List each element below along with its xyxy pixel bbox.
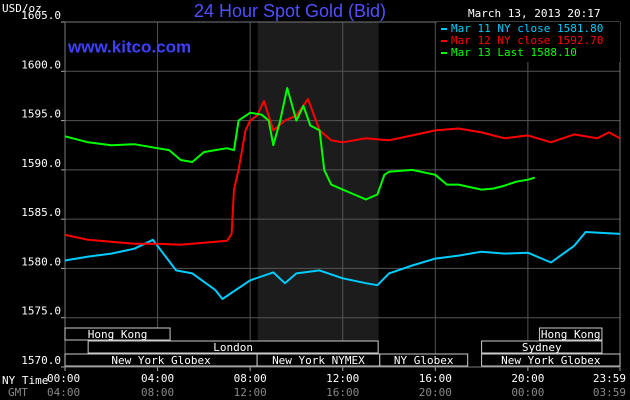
gmt-tick-label: 16:00 [326,386,359,399]
series-line [64,87,536,201]
y-tick-label: 1580.0 [21,255,61,268]
y-tick-label: 1575.0 [21,305,61,318]
grid-layer [61,21,621,371]
x-tick-label: 08:00 [234,372,267,385]
legend-label: Mar 12 NY close 1592.70 [451,34,603,47]
x-tick-label: 23:59 [593,372,626,385]
shaded-band [257,22,379,367]
session-label: New York Globex [111,354,211,367]
y-tick-label: 1600.0 [21,58,61,71]
session-label: NY Globex [394,354,454,367]
x-tick-label: 20:00 [511,372,544,385]
session-box [538,327,603,341]
lines-layer [64,87,621,300]
series-line [64,97,621,246]
x-row-label: NY Time [2,374,48,387]
plot-frame [64,21,621,368]
session-label: New York Globex [501,354,601,367]
session-label: Sydney [522,341,562,354]
session-label: Hong Kong [88,328,148,341]
y-tick-label: 1585.0 [21,206,61,219]
timestamp: March 13, 2013 20:17 [468,7,600,20]
background-layer [257,22,379,367]
x-tick-label: 00:00 [47,372,80,385]
x-tick-label: 16:00 [419,372,452,385]
gmt-tick-label: 20:00 [419,386,452,399]
y-tick-label: 1595.0 [21,108,61,121]
y-unit: USD/oz [2,2,42,15]
gmt-tick-label: 04:00 [47,386,80,399]
gmt-tick-label: 12:00 [234,386,267,399]
gmt-tick-label: 08:00 [141,386,174,399]
chart-title: 24 Hour Spot Gold (Bid) [194,1,386,21]
legend-box [437,22,620,62]
session-box [64,327,171,341]
session-label: London [213,341,253,354]
series-line [64,231,621,300]
session-label: New York NYMEX [272,354,365,367]
y-tick-label: 1590.0 [21,157,61,170]
session-box [87,340,379,354]
session-box [481,353,621,367]
session-label: Hong Kong [541,328,601,341]
y-tick-label: 1570.0 [21,354,61,367]
legend-label: Mar 11 NY close 1581.80 [451,22,603,35]
gmt-tick-label: 00:00 [511,386,544,399]
x-tick-label: 12:00 [326,372,359,385]
session-box [379,353,469,367]
x-tick-label: 04:00 [141,372,174,385]
website: www.kitco.com [67,37,191,56]
foreground-layer: 1570.0 1575.0 1580.0 1585.0 1590.0 1595.0 1600… [21,9,626,399]
session-box [481,340,603,354]
gmt-tick-label: 03:59 [593,386,626,399]
y-tick-label: 1605.0 [21,9,61,22]
x2-row-label: GMT [8,386,28,399]
legend-label: Mar 13 Last 1588.10 [451,46,577,59]
